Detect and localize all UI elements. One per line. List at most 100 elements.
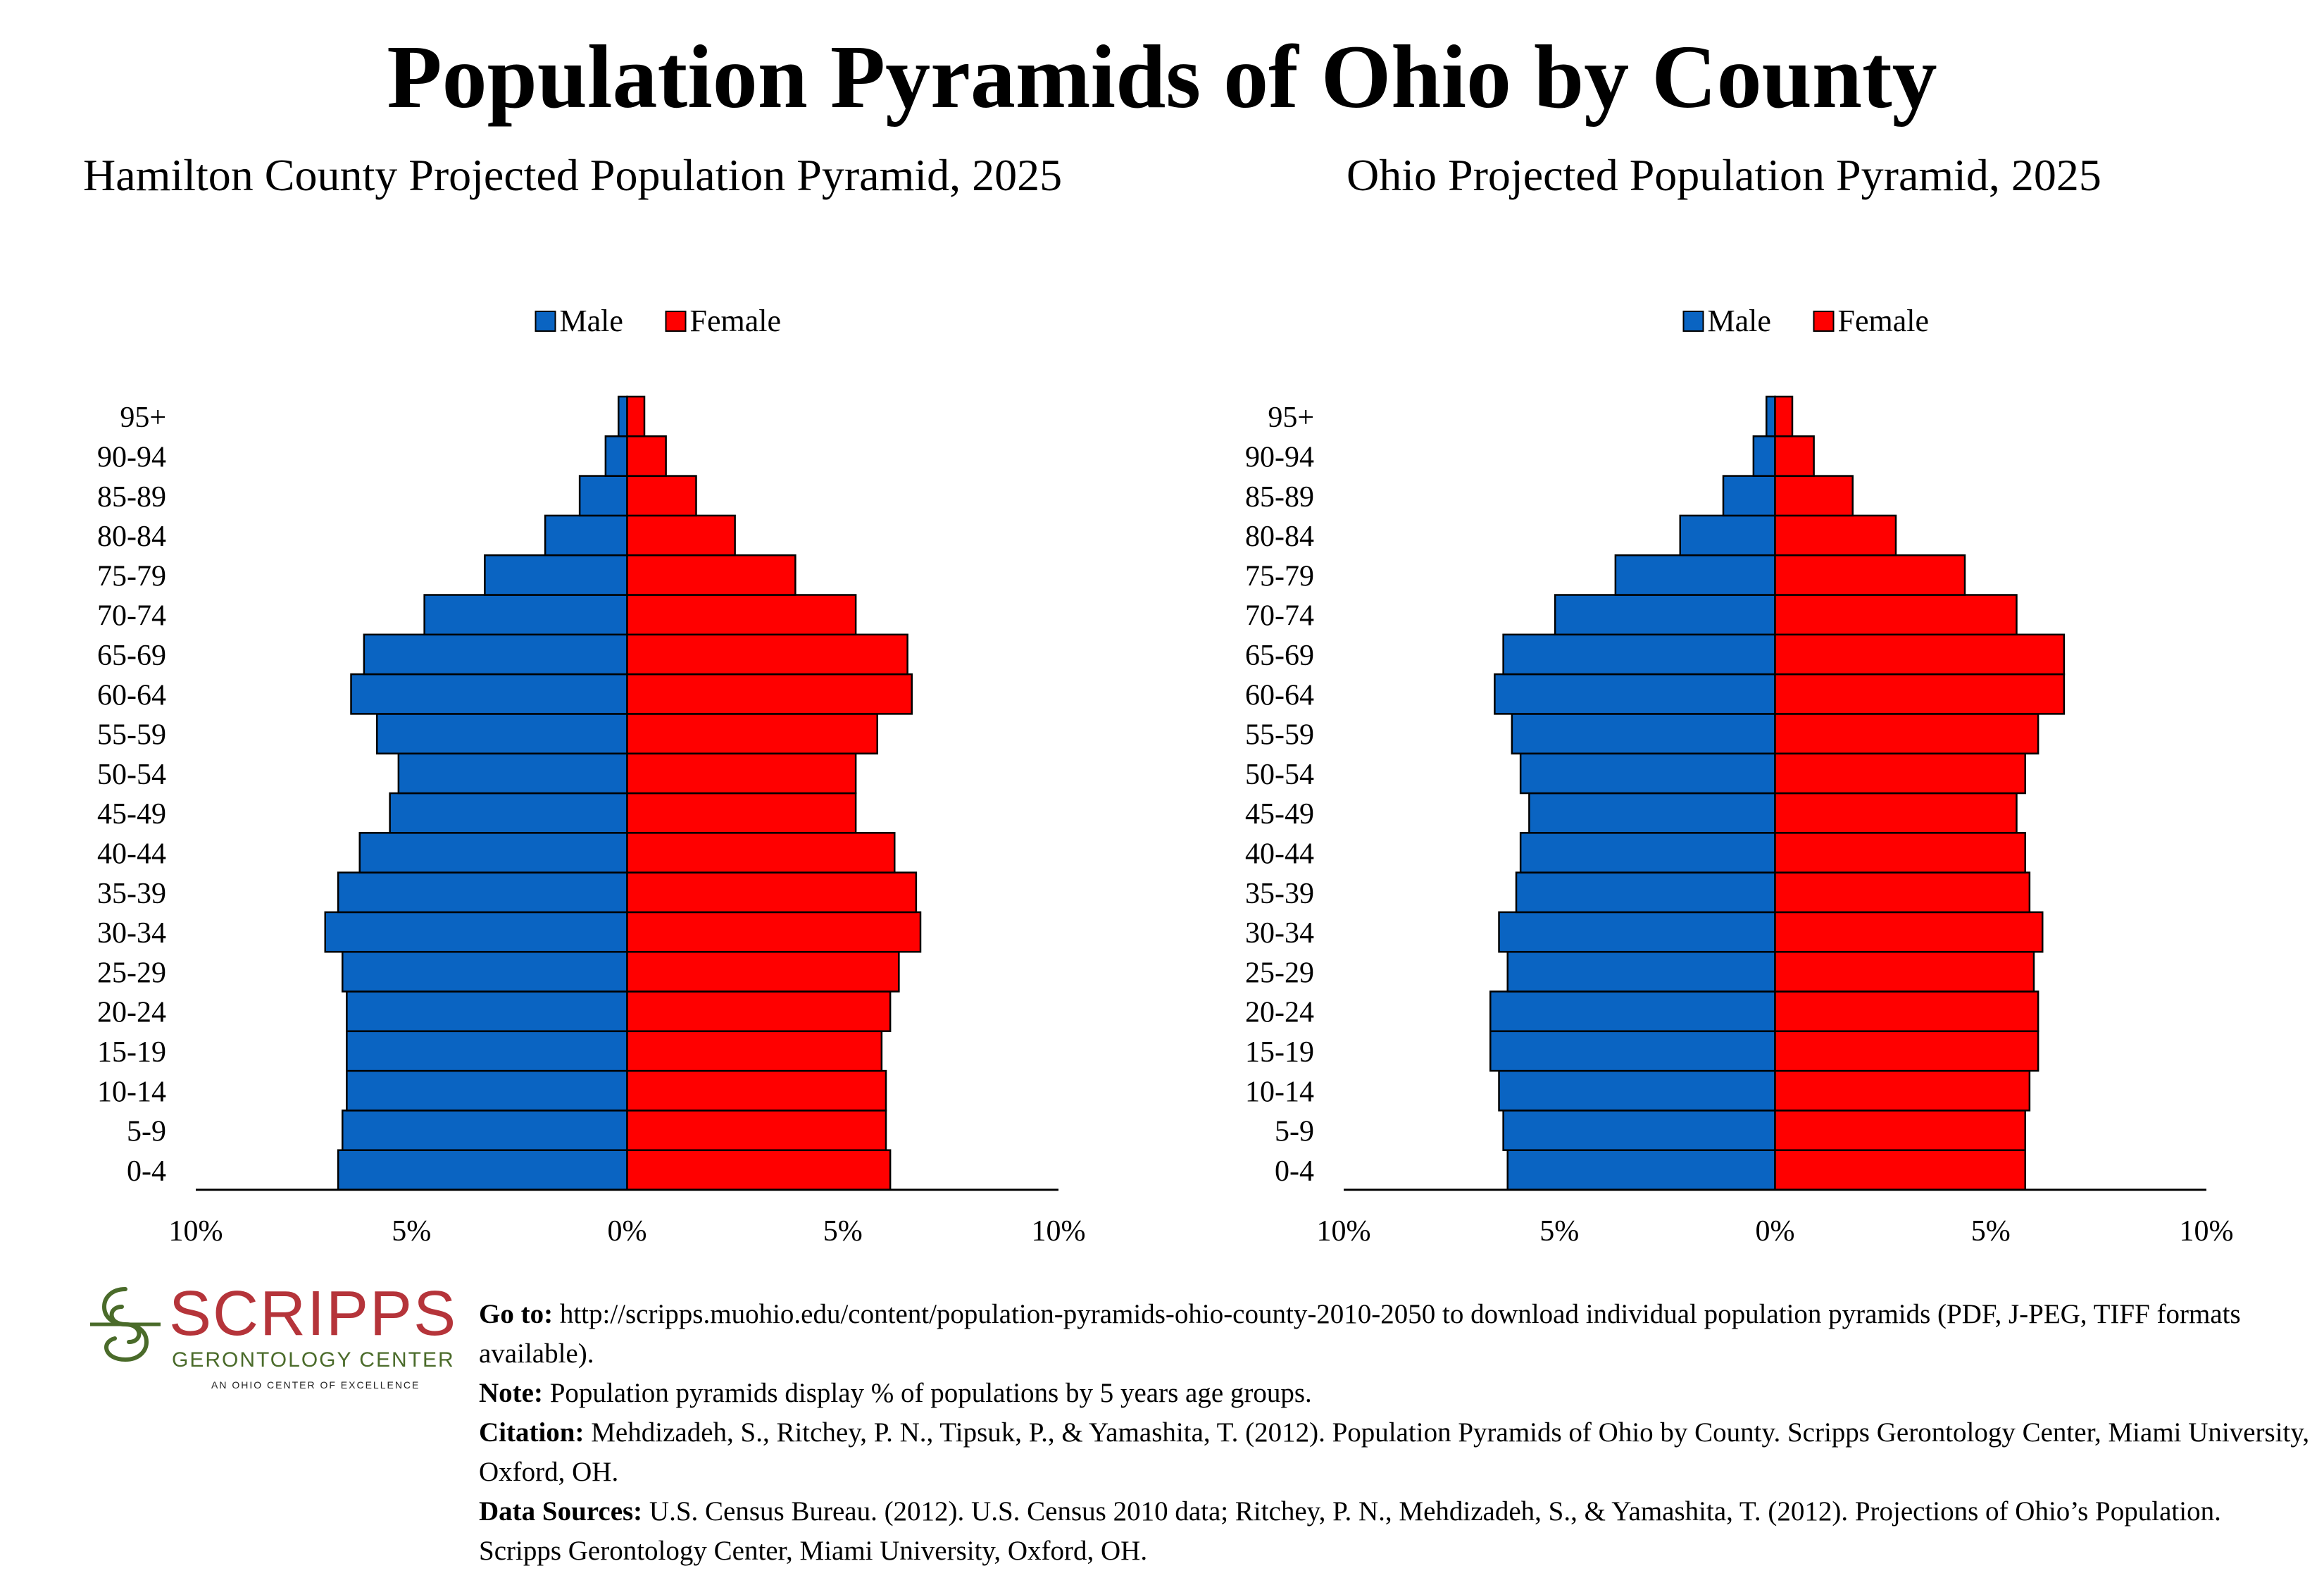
ohio-age-label-40-44: 40-44 bbox=[1245, 838, 1314, 870]
ohio-female-bar-45-49 bbox=[1774, 792, 2018, 834]
hamilton-male-bar-30-34 bbox=[324, 911, 628, 953]
ohio-x-tick-0: 10% bbox=[1317, 1215, 1371, 1248]
hamilton-chart-title: Hamilton County Projected Population Pyr… bbox=[83, 150, 1063, 200]
hamilton-female-bar-30-34 bbox=[626, 911, 922, 953]
ohio-legend: Male Female bbox=[1682, 304, 1930, 338]
ohio-legend-swatch-female bbox=[1813, 311, 1835, 332]
hamilton-male-bar-15-19 bbox=[346, 1030, 628, 1072]
ohio-x-tick-1: 5% bbox=[1539, 1215, 1579, 1248]
hamilton-age-label-15-19: 15-19 bbox=[97, 1036, 166, 1069]
ohio-male-bar-35-39 bbox=[1515, 871, 1776, 914]
ohio-male-bar-45-49 bbox=[1528, 792, 1776, 834]
ohio-female-bar-85-89 bbox=[1774, 475, 1854, 517]
ohio-age-label-35-39: 35-39 bbox=[1245, 878, 1314, 910]
ohio-male-bar-75-79 bbox=[1614, 554, 1776, 596]
ohio-age-label-85-89: 85-89 bbox=[1245, 481, 1314, 514]
ohio-age-label-20-24: 20-24 bbox=[1245, 997, 1314, 1029]
hamilton-age-label-80-84: 80-84 bbox=[97, 521, 166, 553]
citation-text: Mehdizadeh, S., Ritchey, P. N., Tipsuk, … bbox=[479, 1417, 2310, 1487]
hamilton-male-bar-50-54 bbox=[397, 752, 628, 795]
hamilton-female-bar-75-79 bbox=[626, 554, 796, 596]
ohio-legend-label-female: Female bbox=[1838, 304, 1930, 338]
hamilton-x-tick-2: 0% bbox=[608, 1215, 647, 1248]
hamilton-male-bar-65-69 bbox=[363, 633, 628, 676]
hamilton-age-label-65-69: 65-69 bbox=[97, 640, 166, 672]
ohio-female-bar-60-64 bbox=[1774, 673, 2066, 715]
ohio-male-bar-70-74 bbox=[1554, 594, 1776, 636]
ohio-age-label-10-14: 10-14 bbox=[1245, 1076, 1314, 1108]
ohio-male-bar-40-44 bbox=[1519, 832, 1776, 874]
hamilton-age-label-85-89: 85-89 bbox=[97, 481, 166, 514]
goto-text: http://scripps.muohio.edu/content/popula… bbox=[479, 1299, 2241, 1369]
logo-subtitle: GERONTOLOGY CENTER bbox=[172, 1348, 455, 1372]
hamilton-age-label-25-29: 25-29 bbox=[97, 957, 166, 989]
ohio-female-bar-40-44 bbox=[1774, 832, 2026, 874]
scripps-swirl-icon bbox=[90, 1287, 161, 1362]
ohio-female-bar-25-29 bbox=[1774, 950, 2035, 993]
hamilton-female-bar-65-69 bbox=[626, 633, 908, 676]
footer-citation: Citation: Mehdizadeh, S., Ritchey, P. N.… bbox=[479, 1413, 2310, 1492]
ohio-male-bar-25-29 bbox=[1506, 950, 1776, 993]
ohio-age-label-5-9: 5-9 bbox=[1275, 1116, 1314, 1148]
footer-goto: Go to: http://scripps.muohio.edu/content… bbox=[479, 1295, 2310, 1374]
ohio-male-bar-55-59 bbox=[1511, 713, 1776, 754]
scripps-logo: SCRIPPS GERONTOLOGY CENTER AN OHIO CENTE… bbox=[83, 1275, 463, 1402]
hamilton-female-bar-95+ bbox=[626, 395, 646, 437]
hamilton-female-bar-40-44 bbox=[626, 832, 896, 874]
ohio-male-bar-0-4 bbox=[1506, 1149, 1776, 1191]
ohio-female-bar-70-74 bbox=[1774, 594, 2018, 636]
hamilton-male-bar-85-89 bbox=[578, 475, 628, 517]
hamilton-legend-swatch-male bbox=[535, 311, 556, 332]
hamilton-male-bar-25-29 bbox=[342, 950, 628, 993]
ohio-female-bar-75-79 bbox=[1774, 554, 1966, 596]
hamilton-age-label-30-34: 30-34 bbox=[97, 917, 166, 950]
ohio-female-bar-90-94 bbox=[1774, 435, 1815, 477]
ohio-age-label-0-4: 0-4 bbox=[1275, 1155, 1314, 1188]
hamilton-age-label-70-74: 70-74 bbox=[97, 600, 166, 633]
hamilton-female-bar-90-94 bbox=[626, 435, 667, 477]
hamilton-age-label-35-39: 35-39 bbox=[97, 878, 166, 910]
hamilton-male-bar-60-64 bbox=[350, 673, 628, 715]
logo-wordmark: SCRIPPS bbox=[169, 1279, 458, 1349]
hamilton-age-label-60-64: 60-64 bbox=[97, 679, 166, 711]
hamilton-age-label-10-14: 10-14 bbox=[97, 1076, 166, 1108]
hamilton-female-bar-60-64 bbox=[626, 673, 913, 715]
ohio-age-label-70-74: 70-74 bbox=[1245, 600, 1314, 633]
ohio-age-label-90-94: 90-94 bbox=[1245, 441, 1314, 473]
footer-notes: Go to: http://scripps.muohio.edu/content… bbox=[479, 1295, 2310, 1571]
hamilton-age-label-0-4: 0-4 bbox=[127, 1155, 166, 1188]
hamilton-x-tick-1: 5% bbox=[392, 1215, 431, 1248]
ohio-male-bar-95+ bbox=[1766, 395, 1776, 437]
hamilton-female-bar-5-9 bbox=[626, 1110, 887, 1151]
ohio-legend-swatch-male bbox=[1682, 311, 1704, 332]
ohio-female-bar-65-69 bbox=[1774, 633, 2066, 676]
ohio-age-label-50-54: 50-54 bbox=[1245, 759, 1314, 791]
ohio-age-label-45-49: 45-49 bbox=[1245, 798, 1314, 831]
ohio-female-bar-55-59 bbox=[1774, 713, 2039, 754]
ohio-male-bar-30-34 bbox=[1498, 911, 1776, 953]
hamilton-age-label-55-59: 55-59 bbox=[97, 719, 166, 752]
ohio-female-bar-30-34 bbox=[1774, 911, 2044, 953]
hamilton-age-label-20-24: 20-24 bbox=[97, 997, 166, 1029]
sources-label: Data Sources: bbox=[479, 1496, 643, 1527]
hamilton-female-bar-10-14 bbox=[626, 1069, 887, 1112]
hamilton-age-label-95+: 95+ bbox=[120, 402, 166, 434]
ohio-age-label-55-59: 55-59 bbox=[1245, 719, 1314, 752]
hamilton-age-label-5-9: 5-9 bbox=[127, 1116, 166, 1148]
hamilton-female-bar-15-19 bbox=[626, 1030, 883, 1072]
ohio-age-label-15-19: 15-19 bbox=[1245, 1036, 1314, 1069]
citation-label: Citation: bbox=[479, 1417, 585, 1448]
ohio-chart-title: Ohio Projected Population Pyramid, 2025 bbox=[1347, 150, 2101, 200]
ohio-age-label-95+: 95+ bbox=[1268, 402, 1314, 434]
ohio-legend-label-male: Male bbox=[1708, 304, 1771, 338]
ohio-male-bar-10-14 bbox=[1498, 1069, 1776, 1112]
hamilton-x-tick-0: 10% bbox=[169, 1215, 223, 1248]
hamilton-male-bar-90-94 bbox=[604, 435, 628, 477]
hamilton-x-tick-3: 5% bbox=[823, 1215, 863, 1248]
ohio-male-bar-5-9 bbox=[1502, 1110, 1776, 1151]
ohio-male-bar-80-84 bbox=[1679, 514, 1776, 557]
ohio-x-tick-2: 0% bbox=[1756, 1215, 1795, 1248]
hamilton-age-label-75-79: 75-79 bbox=[97, 560, 166, 592]
